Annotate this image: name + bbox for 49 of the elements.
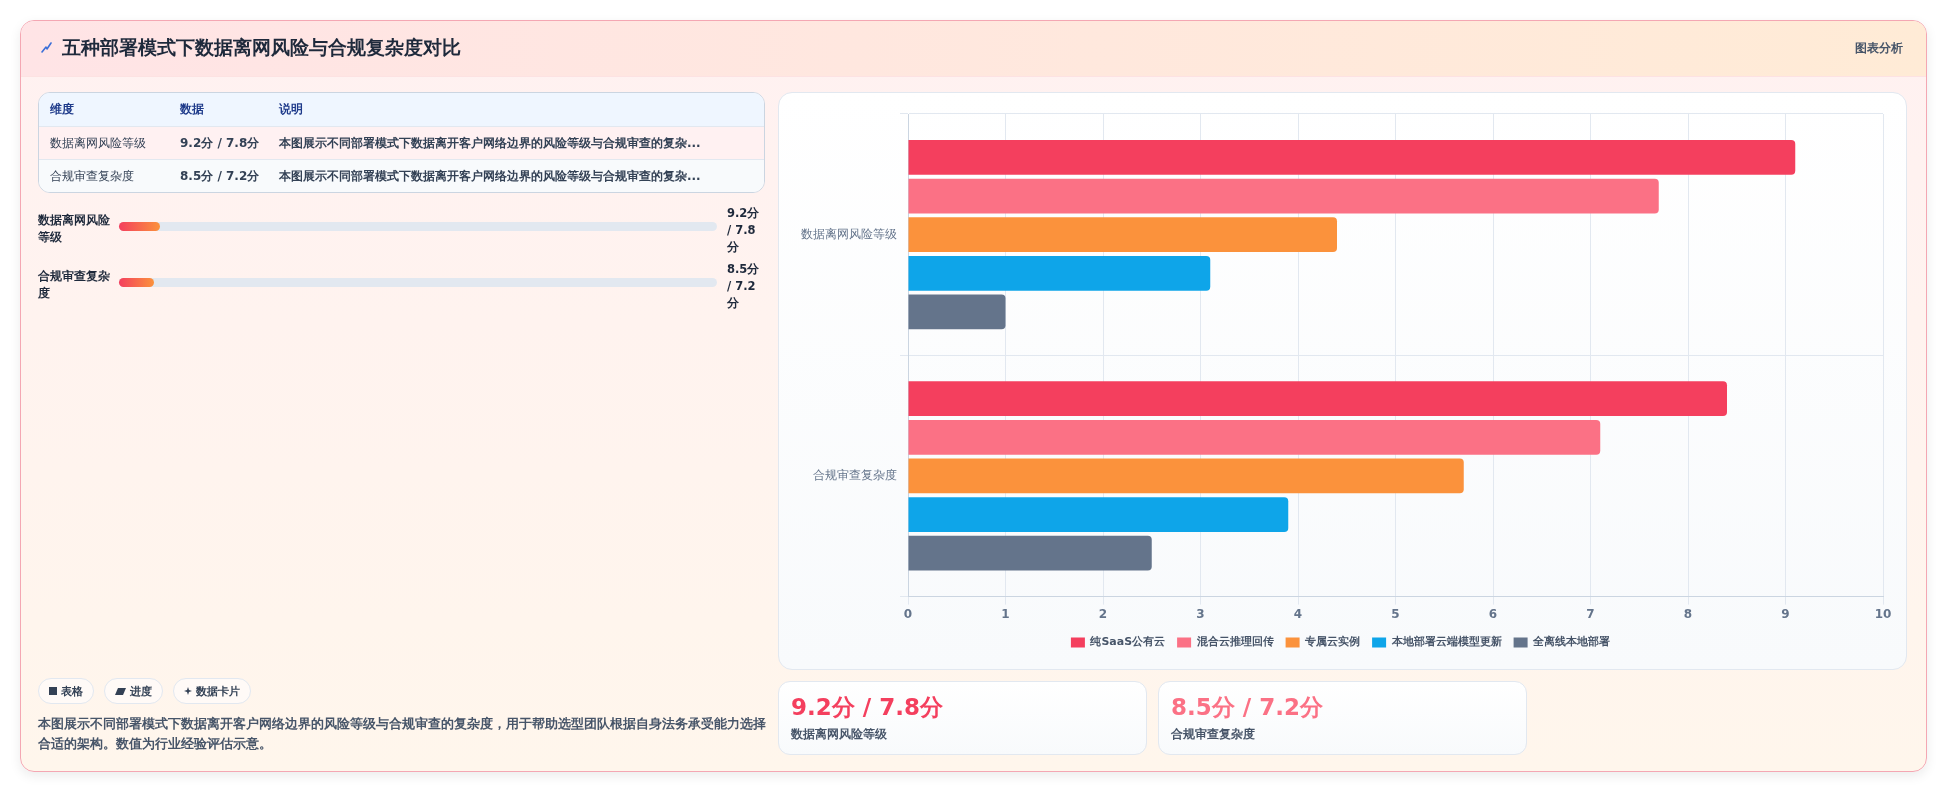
text: 表格 [61,683,83,699]
x-tick-label: 6 [1488,606,1498,621]
text: 五种部署模式下数据离网风险与合规复杂度对比 [62,36,461,58]
text: 9.2分 / 7.8分 [791,694,943,720]
x-tick-label: 3 [1196,606,1205,621]
x-tick-label: 8 [1683,606,1693,621]
text: 合规审查复杂度 [50,169,134,183]
x-tick-label: 5 [1391,606,1400,621]
x-tick-label: 0 [903,606,913,621]
bar [908,535,1152,571]
bar [908,255,1211,291]
legend-label: 全离线本地部署 [1532,635,1611,649]
x-tick-label: 2 [1098,606,1108,621]
text: 本图展示不同部署模式下数据离开客户网络边界的风险等级与合规审查的复杂度，用于帮助选型团队根据自身法务承受能力选择合适的架构。数值为行业经验评估示意。 [38,716,766,751]
text: 9.2分 / 7.8分 [727,206,760,254]
bar [908,381,1727,417]
text: 8.5分 / 7.2分 [727,262,760,310]
x-tick-label: 10 [1874,606,1892,621]
x-tick-label: 4 [1293,606,1303,621]
text: 进度 [130,683,152,699]
text: 8.5分 / 7.2分 [1171,694,1323,720]
legend-label: 纯SaaS公有云 [1089,635,1166,649]
text: 本图展示不同部署模式下数据离开客户网络边界的风险等级与合规审查的复杂... [279,136,701,150]
text: 合规审查复杂度 [1171,727,1255,741]
legend-label: 本地部署云端模型更新 [1390,635,1502,649]
bar [908,458,1464,494]
legend-label: 混合云推理回传 [1195,635,1274,649]
bar [908,419,1601,455]
bar [908,497,1289,532]
text: 合规审查复杂度 [38,269,110,300]
text: 数据离网风险等级 [791,727,887,741]
text: 8.5分 / 7.2分 [180,169,260,183]
text: 图表分析 [1855,41,1903,55]
bar [908,217,1337,253]
x-tick-label: 1 [1001,606,1010,621]
bar [908,140,1796,175]
text: 本图展示不同部署模式下数据离开客户网络边界的风险等级与合规审查的复杂... [279,169,701,183]
text: 9.2分 / 7.8分 [180,136,260,150]
text: 数据离网风险等级 [50,136,146,150]
text: 维度 [50,102,74,116]
bar [908,294,1006,330]
text: 数据 [180,102,204,116]
text: 数据卡片 [196,683,240,699]
legend-label: 专属云实例 [1304,635,1361,649]
x-tick-label: 7 [1586,606,1595,621]
text: 数据离网风险等级 [38,213,110,244]
bar [908,178,1659,214]
x-tick-label: 9 [1781,606,1790,621]
text: 说明 [279,102,303,116]
